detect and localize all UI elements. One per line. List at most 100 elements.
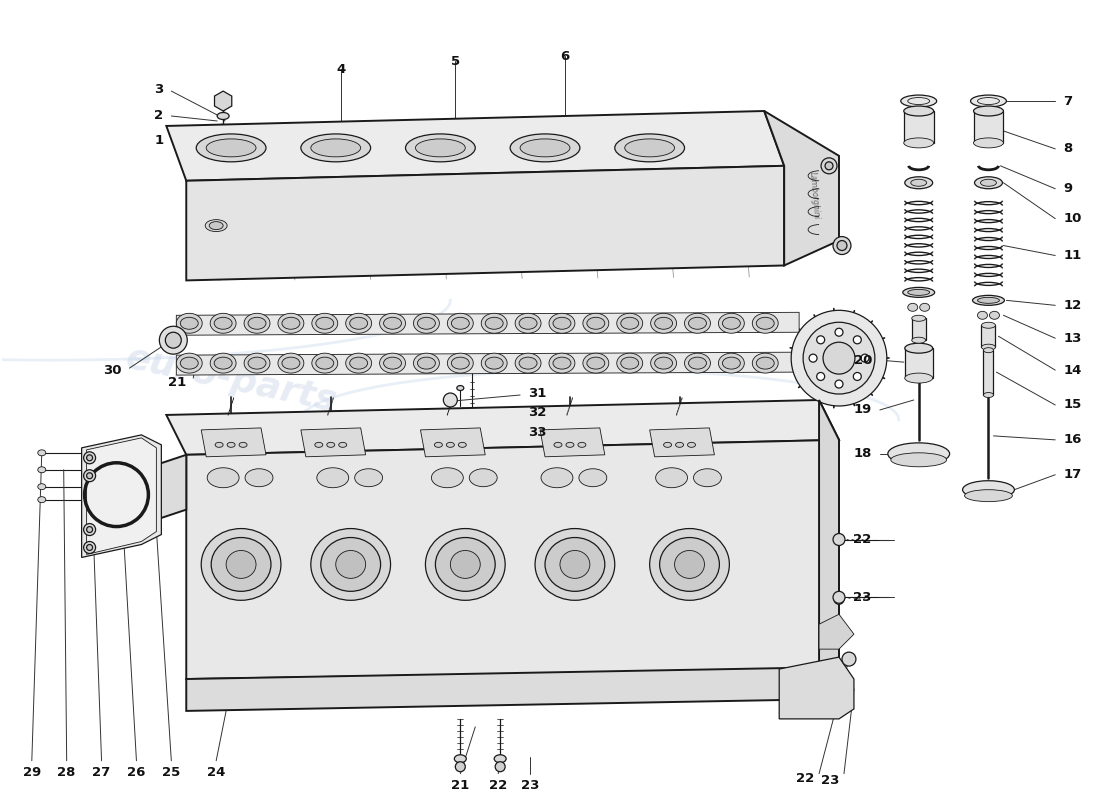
Ellipse shape	[210, 353, 236, 373]
Ellipse shape	[983, 393, 993, 398]
Ellipse shape	[448, 353, 473, 373]
Text: 23: 23	[821, 774, 839, 787]
Text: 6: 6	[560, 50, 570, 62]
Ellipse shape	[485, 357, 503, 369]
Circle shape	[823, 342, 855, 374]
Polygon shape	[186, 667, 839, 711]
Polygon shape	[820, 400, 839, 699]
Text: 22: 22	[795, 772, 814, 785]
Ellipse shape	[37, 497, 46, 502]
Polygon shape	[540, 428, 605, 457]
Circle shape	[854, 336, 861, 344]
Ellipse shape	[974, 138, 1003, 148]
Circle shape	[835, 328, 843, 336]
Ellipse shape	[689, 357, 706, 369]
Ellipse shape	[908, 290, 930, 295]
Text: 4: 4	[337, 62, 345, 76]
Ellipse shape	[350, 357, 367, 369]
Circle shape	[810, 354, 817, 362]
Ellipse shape	[249, 357, 266, 369]
Circle shape	[816, 336, 825, 344]
Circle shape	[495, 762, 505, 772]
Circle shape	[165, 332, 182, 348]
Ellipse shape	[196, 134, 266, 162]
Ellipse shape	[245, 469, 273, 486]
Bar	[912, 318, 926, 340]
Ellipse shape	[554, 442, 562, 447]
Ellipse shape	[617, 353, 642, 373]
Ellipse shape	[481, 353, 507, 373]
Bar	[974, 111, 1003, 143]
Polygon shape	[186, 440, 839, 679]
Text: 23: 23	[521, 779, 539, 792]
Ellipse shape	[891, 453, 947, 466]
Text: 15: 15	[1064, 398, 1081, 411]
Polygon shape	[176, 352, 799, 375]
Ellipse shape	[515, 314, 541, 334]
Ellipse shape	[970, 95, 1007, 107]
Ellipse shape	[520, 139, 570, 157]
Ellipse shape	[615, 134, 684, 162]
Ellipse shape	[418, 357, 436, 369]
Text: 22: 22	[852, 533, 871, 546]
Ellipse shape	[315, 442, 322, 447]
Ellipse shape	[519, 357, 537, 369]
Ellipse shape	[660, 538, 719, 591]
Text: 29: 29	[23, 766, 41, 779]
Ellipse shape	[990, 311, 1000, 319]
Circle shape	[835, 380, 843, 388]
Text: euro-parts: euro-parts	[460, 601, 660, 668]
Ellipse shape	[244, 353, 270, 373]
Ellipse shape	[519, 318, 537, 330]
Circle shape	[87, 545, 92, 550]
Ellipse shape	[354, 469, 383, 486]
Ellipse shape	[625, 139, 674, 157]
Ellipse shape	[560, 550, 590, 578]
Ellipse shape	[549, 353, 575, 373]
Ellipse shape	[180, 357, 198, 369]
Text: 25: 25	[162, 766, 180, 779]
Text: 32: 32	[528, 406, 547, 419]
Ellipse shape	[434, 442, 442, 447]
Ellipse shape	[723, 357, 740, 369]
Ellipse shape	[912, 315, 926, 322]
Ellipse shape	[978, 311, 988, 319]
Circle shape	[84, 523, 96, 535]
Ellipse shape	[206, 220, 227, 231]
Ellipse shape	[904, 106, 934, 116]
Polygon shape	[81, 435, 162, 558]
Circle shape	[825, 162, 833, 170]
Ellipse shape	[311, 353, 338, 373]
Ellipse shape	[553, 357, 571, 369]
Ellipse shape	[451, 318, 470, 330]
Ellipse shape	[905, 343, 933, 353]
Text: euro-parts: euro-parts	[122, 341, 340, 419]
Polygon shape	[166, 111, 784, 181]
Ellipse shape	[470, 469, 497, 486]
Polygon shape	[820, 614, 854, 649]
Ellipse shape	[912, 338, 926, 343]
Ellipse shape	[553, 318, 571, 330]
Ellipse shape	[317, 468, 349, 488]
Text: 17: 17	[1064, 468, 1081, 482]
Ellipse shape	[905, 373, 933, 383]
Ellipse shape	[587, 357, 605, 369]
Circle shape	[833, 591, 845, 603]
Polygon shape	[301, 428, 365, 457]
Circle shape	[803, 322, 874, 394]
Text: 21: 21	[451, 779, 470, 792]
Text: 33: 33	[528, 426, 547, 439]
Circle shape	[821, 158, 837, 174]
Ellipse shape	[406, 134, 475, 162]
Ellipse shape	[456, 386, 464, 390]
Ellipse shape	[983, 348, 993, 353]
Text: 10: 10	[1064, 212, 1081, 225]
Ellipse shape	[459, 442, 466, 447]
Ellipse shape	[207, 468, 239, 488]
Ellipse shape	[752, 353, 778, 373]
Circle shape	[842, 652, 856, 666]
Ellipse shape	[904, 138, 934, 148]
Bar	[983, 350, 993, 395]
Ellipse shape	[535, 529, 615, 600]
Ellipse shape	[244, 314, 270, 334]
